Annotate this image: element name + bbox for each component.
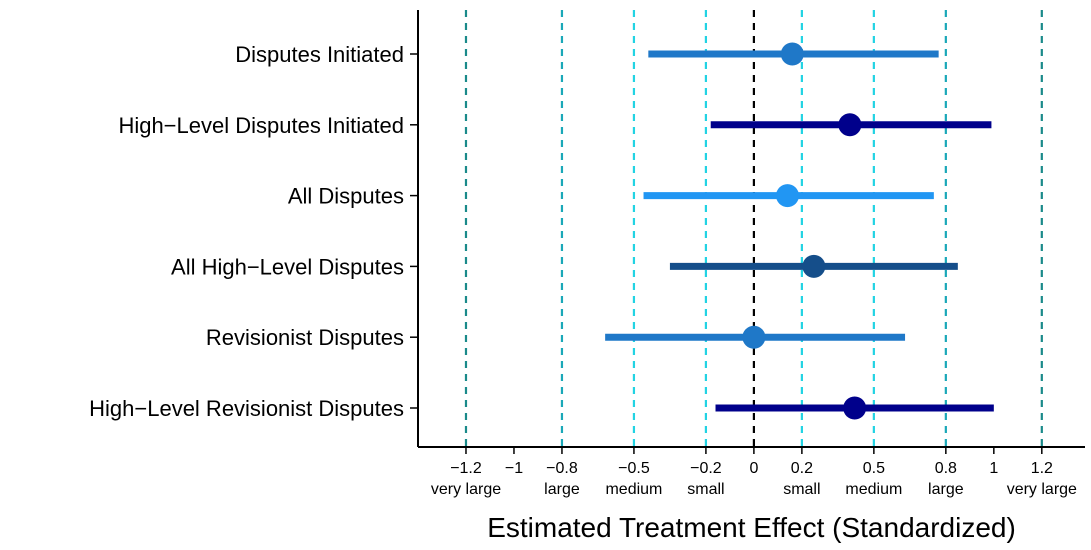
x-tick-label: 0.2: [791, 460, 813, 477]
x-tick-label: −1: [505, 460, 523, 477]
category-label: Revisionist Disputes: [206, 325, 404, 350]
point-estimates: [742, 42, 867, 420]
x-tick-sublabel: medium: [845, 481, 902, 498]
x-tick-label: 0.8: [935, 460, 957, 477]
category-label: All Disputes: [288, 184, 404, 209]
point-estimate: [843, 396, 867, 420]
x-tick-label: −1.2: [450, 460, 482, 477]
point-estimate: [775, 184, 799, 208]
x-tick-sublabel: small: [687, 481, 724, 498]
x-axis-title: Estimated Treatment Effect (Standardized…: [487, 512, 1016, 543]
point-estimate: [780, 42, 804, 66]
x-tick-label: 1: [989, 460, 998, 477]
x-tick-sublabel: small: [783, 481, 820, 498]
x-tick-sublabel: medium: [605, 481, 662, 498]
x-tick-label: 0.5: [863, 460, 885, 477]
confidence-intervals: [605, 50, 994, 412]
reference-lines: [464, 10, 1043, 447]
x-tick-label: 1.2: [1031, 460, 1053, 477]
point-estimate: [802, 254, 826, 278]
x-tick-label: −0.2: [690, 460, 722, 477]
category-label: Disputes Initiated: [235, 42, 404, 67]
category-labels: Disputes Initiated High−Level Disputes In…: [89, 42, 404, 421]
x-tick-sublabel: large: [928, 481, 964, 498]
x-tick-sublabel: large: [544, 481, 580, 498]
point-estimate: [838, 113, 862, 137]
category-label: High−Level Disputes Initiated: [118, 113, 404, 138]
y-axis-ticks: [410, 53, 418, 409]
x-tick-sublabel: very large: [431, 481, 501, 498]
category-label: High−Level Revisionist Disputes: [89, 396, 404, 421]
category-label: All High−Level Disputes: [171, 254, 404, 279]
point-estimate: [742, 325, 766, 349]
x-tick-sublabel: very large: [1007, 481, 1077, 498]
x-tick-label: −0.8: [546, 460, 578, 477]
x-tick-label: 0: [749, 460, 758, 477]
x-tick-label: −0.5: [618, 460, 650, 477]
